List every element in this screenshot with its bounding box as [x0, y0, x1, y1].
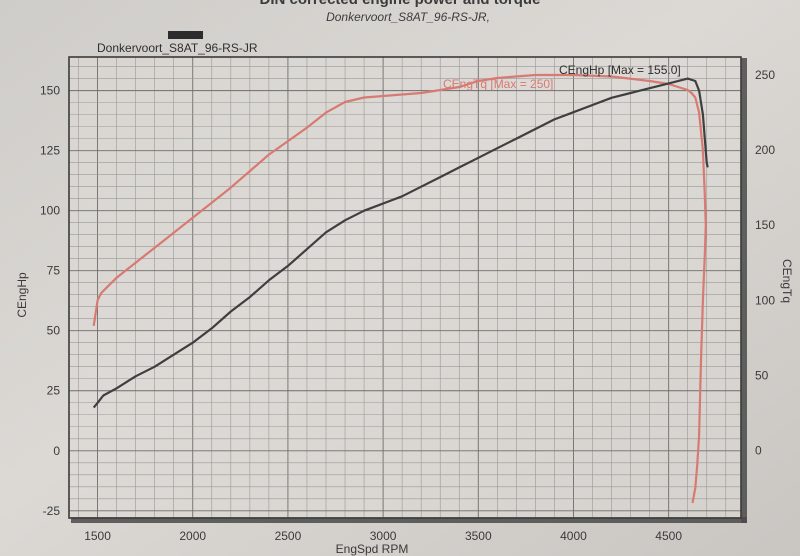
left-axis-label: CEngHp [15, 272, 29, 318]
x-tick-label: 3000 [370, 529, 397, 543]
left-tick-label: 75 [47, 264, 61, 278]
legend-cengtq: CEngTq [Max = 250] [443, 77, 553, 91]
left-tick-label: 150 [40, 84, 60, 98]
grid [69, 57, 741, 518]
x-tick-label: 3500 [465, 529, 492, 543]
scan-mark [168, 31, 203, 39]
plot-shadow [71, 58, 747, 523]
right-tick-label: 100 [755, 293, 775, 307]
x-tick-label: 4000 [560, 529, 587, 543]
left-tick-label: 25 [47, 384, 61, 398]
left-tick-label: 125 [40, 144, 60, 158]
chart-subtitle: Donkervoort_S8AT_96-RS-JR, [326, 10, 490, 24]
x-axis-ticks: 1500 2000 2500 3000 3500 4000 4500 [84, 529, 682, 543]
right-tick-label: 50 [755, 368, 769, 382]
left-axis-ticks: -25 0 25 50 75 100 125 150 [40, 84, 60, 518]
right-tick-label: 150 [755, 218, 775, 232]
right-tick-label: 250 [755, 68, 775, 82]
series-line-cengtq [92, 73, 707, 504]
x-tick-label: 2500 [275, 529, 302, 543]
right-tick-label: 0 [755, 443, 762, 457]
left-tick-label: -25 [43, 504, 61, 518]
plot-label: Donkervoort_S8AT_96-RS-JR [97, 41, 258, 55]
plot-area [69, 57, 741, 518]
plot-frame [68, 56, 742, 519]
right-axis-label: CEngTq [780, 259, 794, 303]
legend-cenghp: CEngHp [Max = 155.0] [559, 63, 681, 77]
left-tick-label: 0 [53, 444, 60, 458]
right-axis-ticks: 0 50 100 150 200 250 [755, 68, 775, 457]
x-tick-label: 4500 [655, 529, 682, 543]
x-tick-label: 2000 [179, 529, 206, 543]
x-tick-label: 1500 [84, 529, 111, 543]
chart-title: DIN corrected engine power and torque [260, 0, 541, 8]
series-line-cenghp [92, 77, 709, 409]
right-tick-label: 200 [755, 143, 775, 157]
x-axis-label: EngSpd RPM [336, 542, 409, 556]
left-tick-label: 50 [47, 324, 61, 338]
left-tick-label: 100 [40, 204, 60, 218]
